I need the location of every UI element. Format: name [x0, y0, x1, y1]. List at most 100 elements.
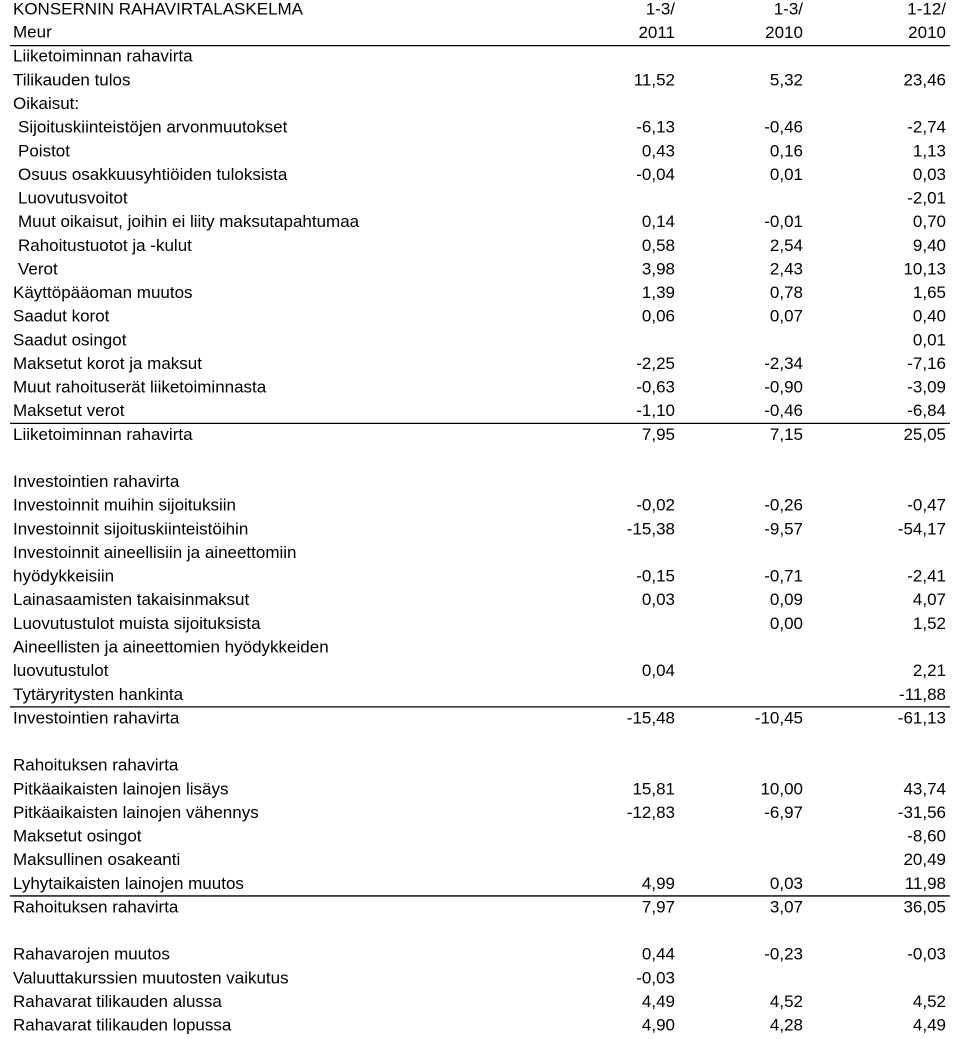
row-label: Käyttöpääoman muutos [13, 283, 193, 302]
row-label: Tilikauden tulos [13, 70, 131, 89]
cell-value: -2,01 [907, 189, 946, 208]
cell-value: 7,95 [642, 425, 675, 444]
cell-value: 3,98 [642, 259, 675, 278]
cell-value: 0,44 [642, 945, 675, 964]
cell-value: 0,09 [770, 590, 803, 609]
cell-value: 4,52 [770, 992, 803, 1011]
cell-value: 5,32 [770, 70, 803, 89]
row-label: Rahavarojen muutos [13, 945, 170, 964]
row-label: Rahavarat tilikauden alussa [13, 992, 222, 1011]
cell-value: -15,38 [627, 519, 675, 538]
cell-value: 7,15 [770, 425, 803, 444]
row-label: Rahavarat tilikauden lopussa [13, 1016, 232, 1035]
cell-value: 0,14 [642, 212, 675, 231]
row-label: Investoinnit aineellisiin ja aineettomii… [13, 543, 297, 562]
row-label: Muut oikaisut, joihin ei liity maksutapa… [18, 212, 360, 231]
cell-value: 0,58 [642, 236, 675, 255]
cell-value: 4,28 [770, 1016, 803, 1035]
cell-value: 1,52 [913, 614, 946, 633]
cell-value: 4,49 [913, 1016, 946, 1035]
cell-value: -0,26 [764, 496, 803, 515]
cell-value: 0,00 [770, 614, 803, 633]
total-label: Liiketoiminnan rahavirta [13, 425, 193, 444]
cell-value: -2,34 [764, 354, 803, 373]
cell-value: 4,99 [642, 874, 675, 893]
cell-value: -0,01 [764, 212, 803, 231]
cell-value: 0,43 [642, 141, 675, 160]
cell-value: 0,16 [770, 141, 803, 160]
title: KONSERNIN RAHAVIRTALASKELMA [13, 0, 304, 18]
column-header: 1-12/ [907, 0, 946, 18]
row-label: Luovutusvoitot [18, 189, 128, 208]
cell-value: 0,70 [913, 212, 946, 231]
cell-value: 4,07 [913, 590, 946, 609]
row-label: Sijoituskiinteistöjen arvonmuutokset [18, 118, 288, 137]
cell-value: 4,90 [642, 1016, 675, 1035]
total-label: Investointien rahavirta [13, 708, 180, 727]
cell-value: 0,03 [770, 874, 803, 893]
row-label: luovutustulot [13, 661, 109, 680]
row-label: Luovutustulot muista sijoituksista [13, 614, 261, 633]
cell-value: 0,07 [770, 307, 803, 326]
cell-value: -0,46 [764, 118, 803, 137]
column-header: 2011 [638, 23, 675, 42]
cell-value: 0,01 [913, 330, 946, 349]
column-header: 2010 [765, 23, 803, 42]
row-label: Oikaisut: [13, 94, 79, 113]
row-label: Saadut osingot [13, 330, 127, 349]
row-label: Saadut korot [13, 307, 110, 326]
cell-value: 9,40 [913, 236, 946, 255]
cell-value: -6,97 [764, 803, 803, 822]
row-label: Poistot [18, 141, 70, 160]
row-label: hyödykkeisiin [13, 567, 114, 586]
row-label: Investoinnit sijoituskiinteistöihin [13, 519, 248, 538]
unit: Meur [13, 22, 52, 41]
row-label: Muut rahoituserät liiketoiminnasta [13, 378, 267, 397]
cell-value: -3,09 [907, 378, 946, 397]
row-label: Tytäryritysten hankinta [13, 685, 184, 704]
cell-value: 11,52 [634, 70, 675, 89]
row-label: Liiketoiminnan rahavirta [13, 47, 193, 66]
cell-value: -0,63 [636, 378, 675, 397]
cell-value: 0,04 [642, 661, 675, 680]
cell-value: 23,46 [903, 70, 946, 89]
row-label: Rahoitustuotot ja -kulut [18, 236, 192, 255]
cell-value: -6,13 [636, 118, 675, 137]
row-label: Aineellisten ja aineettomien hyödykkeide… [13, 637, 329, 656]
row-label: Pitkäaikaisten lainojen vähennys [13, 803, 259, 822]
row-label: Maksetut korot ja maksut [13, 354, 202, 373]
row-label: Maksetut osingot [13, 827, 142, 846]
cell-value: -0,02 [636, 496, 675, 515]
cell-value: 20,49 [903, 850, 946, 869]
cell-value: 4,49 [642, 992, 675, 1011]
cell-value: -0,23 [764, 945, 803, 964]
cell-value: -61,13 [898, 708, 946, 727]
cell-value: 0,40 [913, 307, 946, 326]
column-header: 1-3/ [774, 0, 804, 18]
row-label: Valuuttakurssien muutosten vaikutus [13, 968, 289, 987]
row-label: Lainasaamisten takaisinmaksut [13, 590, 250, 609]
total-label: Rahoituksen rahavirta [13, 897, 179, 916]
cell-value: 10,00 [760, 779, 803, 798]
cell-value: -7,16 [907, 354, 946, 373]
row-label: Maksullinen osakeanti [13, 850, 180, 869]
cell-value: 43,74 [903, 779, 946, 798]
row-label: Rahoituksen rahavirta [13, 756, 179, 775]
cell-value: -0,04 [636, 165, 675, 184]
row-label: Verot [18, 259, 58, 278]
column-header: 1-3/ [646, 0, 676, 18]
cell-value: 4,52 [913, 992, 946, 1011]
row-label: Lyhytaikaisten lainojen muutos [13, 874, 244, 893]
column-header: 2010 [908, 23, 946, 42]
cell-value: 1,39 [642, 283, 675, 302]
cell-value: 2,43 [770, 259, 803, 278]
cell-value: -12,83 [627, 803, 675, 822]
cell-value: 0,78 [770, 283, 803, 302]
cell-value: -6,84 [907, 401, 946, 420]
cell-value: -2,25 [636, 354, 675, 373]
cell-value: -2,74 [907, 118, 946, 137]
cell-value: 0,03 [642, 590, 675, 609]
cell-value: -8,60 [907, 827, 946, 846]
